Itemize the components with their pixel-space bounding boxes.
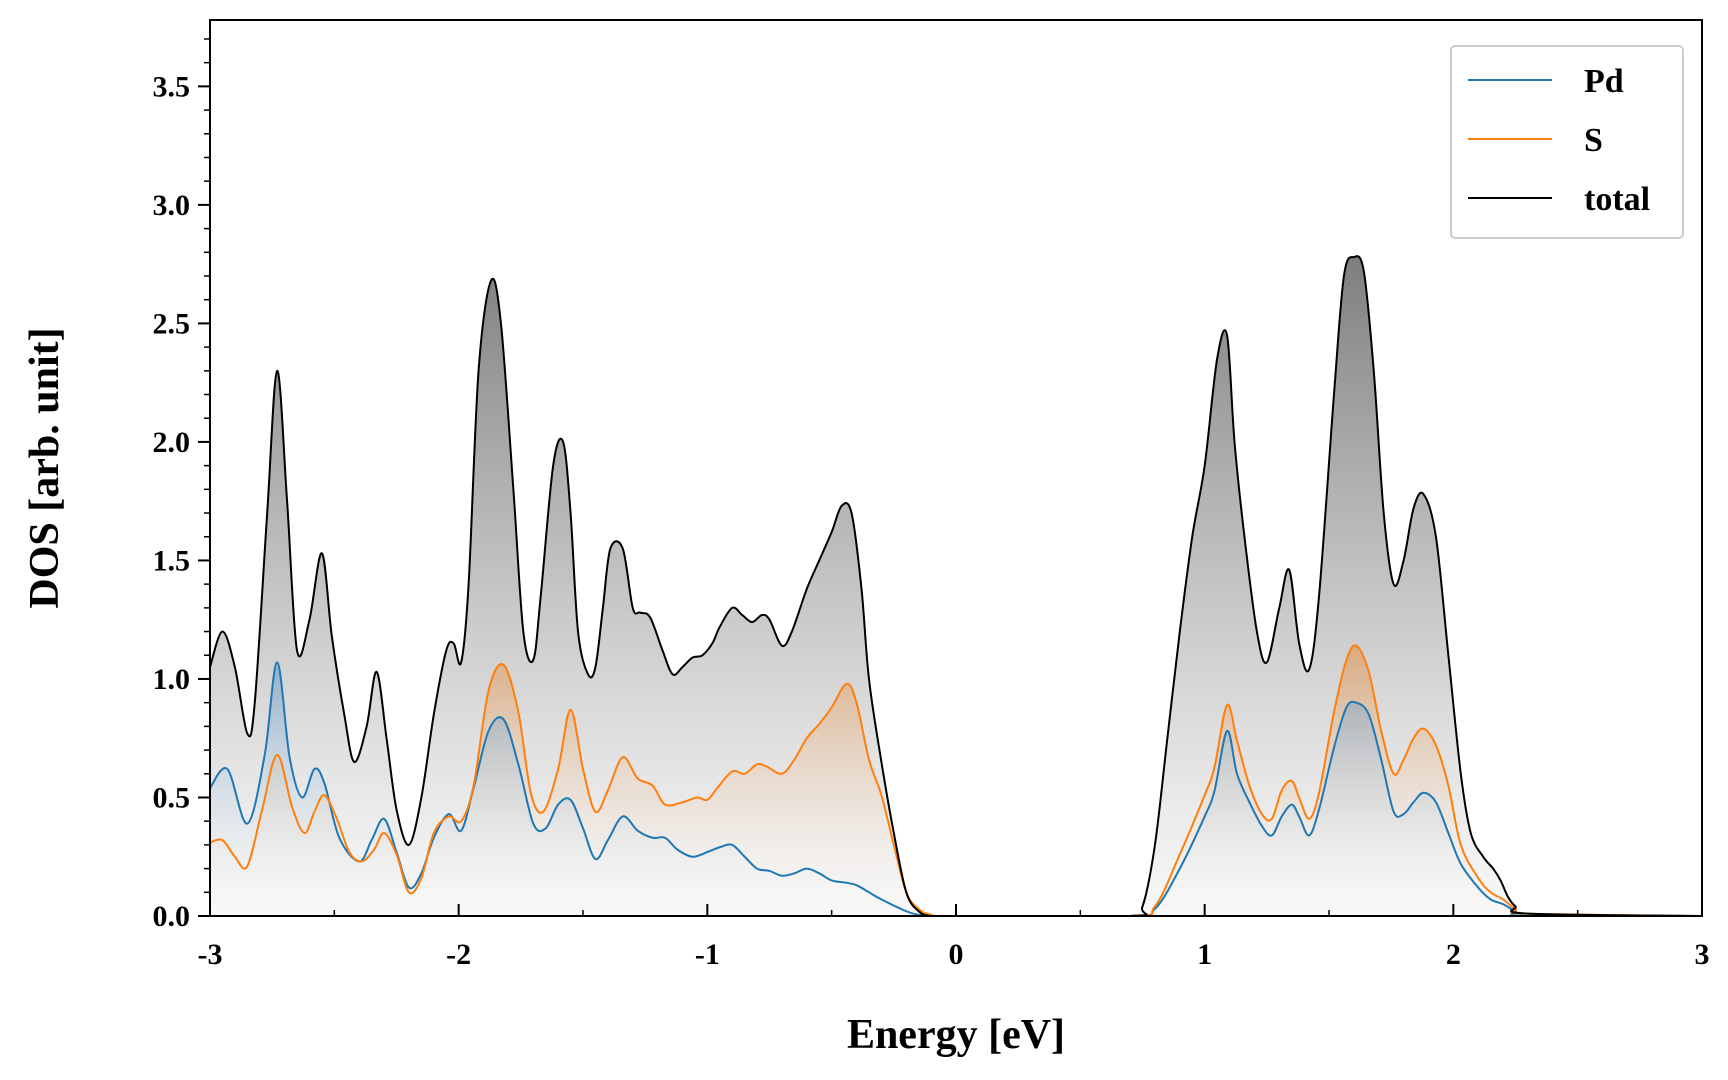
y-tick-label: 2.0	[153, 426, 191, 459]
series-line-total	[210, 255, 1702, 916]
x-tick-label: -1	[695, 938, 720, 971]
x-tick-label: 3	[1695, 938, 1710, 971]
x-tick-label: -2	[446, 938, 471, 971]
y-tick-label: 1.0	[153, 663, 191, 696]
legend-label-s: S	[1584, 122, 1603, 159]
y-tick-label: 1.5	[153, 544, 191, 577]
x-tick-label: 1	[1197, 938, 1212, 971]
series-fill-pd	[210, 662, 1702, 916]
y-tick-label: 0.0	[153, 900, 191, 933]
x-tick-label: -3	[198, 938, 223, 971]
y-axis-title: DOS [arb. unit]	[22, 327, 68, 608]
y-tick-label: 2.5	[153, 307, 191, 340]
series-fills	[210, 256, 1702, 916]
legend-label-total: total	[1584, 181, 1650, 218]
legend-box	[1450, 45, 1684, 239]
legend-label-pd: Pd	[1584, 63, 1624, 100]
series-line-s	[210, 644, 1702, 916]
series-line-pd	[210, 661, 1702, 916]
y-tick-label: 3.5	[153, 70, 191, 103]
x-axis: -3 -2 -1 0 1 2 3	[198, 904, 1710, 971]
y-axis: 0.0 0.5 1.0 1.5 2.0 2.5 3.0 3.5	[153, 38, 210, 933]
x-tick-label: 2	[1446, 938, 1461, 971]
y-tick-label: 0.5	[153, 781, 191, 814]
series-lines	[210, 255, 1702, 916]
y-tick-label: 3.0	[153, 189, 191, 222]
series-fill-total	[210, 256, 1702, 916]
x-tick-label: 0	[949, 938, 964, 971]
x-axis-title: Energy [eV]	[847, 1012, 1065, 1058]
